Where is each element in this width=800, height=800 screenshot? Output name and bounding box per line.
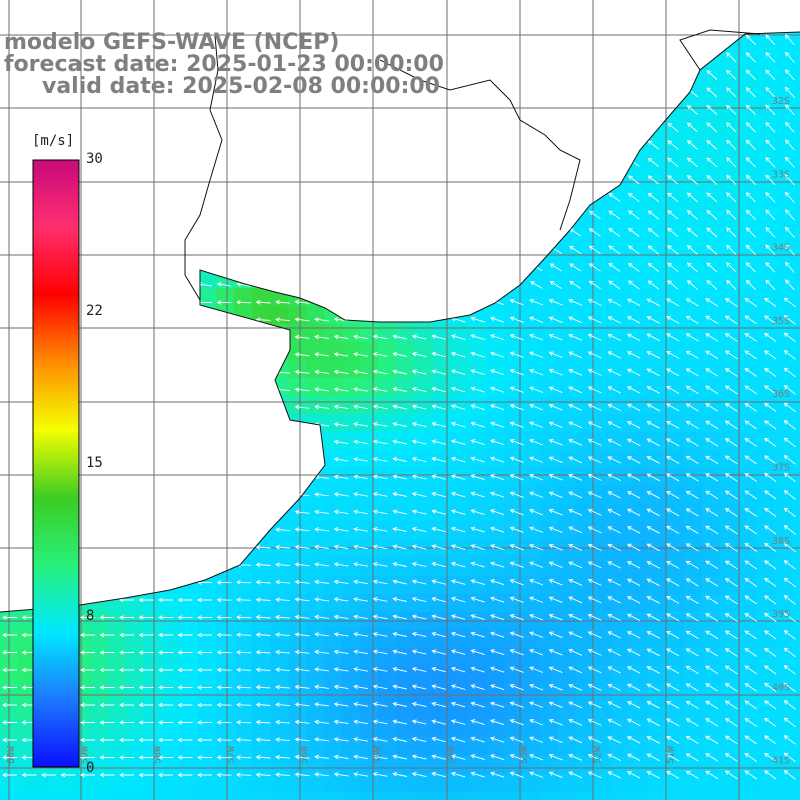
- lon-label: 60W: [6, 745, 17, 764]
- lat-label: 35S: [772, 316, 790, 327]
- lat-label: 38S: [772, 536, 790, 547]
- lon-label: 59W: [79, 745, 90, 764]
- colorbar-tick-0: 0: [86, 760, 95, 776]
- wind-direction-arrows: [2, 34, 796, 780]
- valid-date: valid date: 2025-02-08 00:00:00: [42, 74, 440, 99]
- latitude-labels: 32S 33S 34S 35S 36S 37S 38S 39S 40S 41S: [772, 96, 790, 767]
- coastline: [0, 29, 800, 613]
- colorbar-tick-15: 15: [86, 455, 103, 471]
- lon-label: 56W: [299, 745, 310, 764]
- lat-label: 37S: [772, 463, 790, 474]
- colorbar-tick-22: 22: [86, 303, 103, 319]
- lat-label: 32S: [772, 96, 790, 107]
- forecast-date: forecast date: 2025-01-23 00:00:00: [4, 52, 444, 77]
- longitude-labels: 60W 59W 58W 57W 56W 55W 54W 53W 52W 51W: [6, 745, 677, 764]
- lon-label: 53W: [519, 745, 530, 764]
- lat-label: 34S: [772, 243, 790, 254]
- lon-label: 54W: [446, 745, 457, 764]
- lat-label: 40S: [772, 682, 790, 693]
- colorbar-tick-8: 8: [86, 608, 95, 624]
- colorbar-bar: [32, 159, 80, 768]
- lon-label: 52W: [592, 745, 603, 764]
- lon-label: 55W: [373, 745, 384, 764]
- lon-label: 51W: [666, 745, 677, 764]
- lat-label: 41S: [772, 756, 790, 767]
- lon-label: 57W: [226, 745, 237, 764]
- lon-label: 58W: [153, 745, 164, 764]
- lat-label: 39S: [772, 609, 790, 620]
- colorbar-tick-30: 30: [86, 151, 103, 167]
- lat-label: 36S: [772, 389, 790, 400]
- lat-label: 33S: [772, 169, 790, 180]
- colorbar-unit: [m/s]: [32, 133, 75, 149]
- land-mask: [0, 0, 800, 612]
- model-title: modelo GEFS-WAVE (NCEP): [4, 30, 340, 55]
